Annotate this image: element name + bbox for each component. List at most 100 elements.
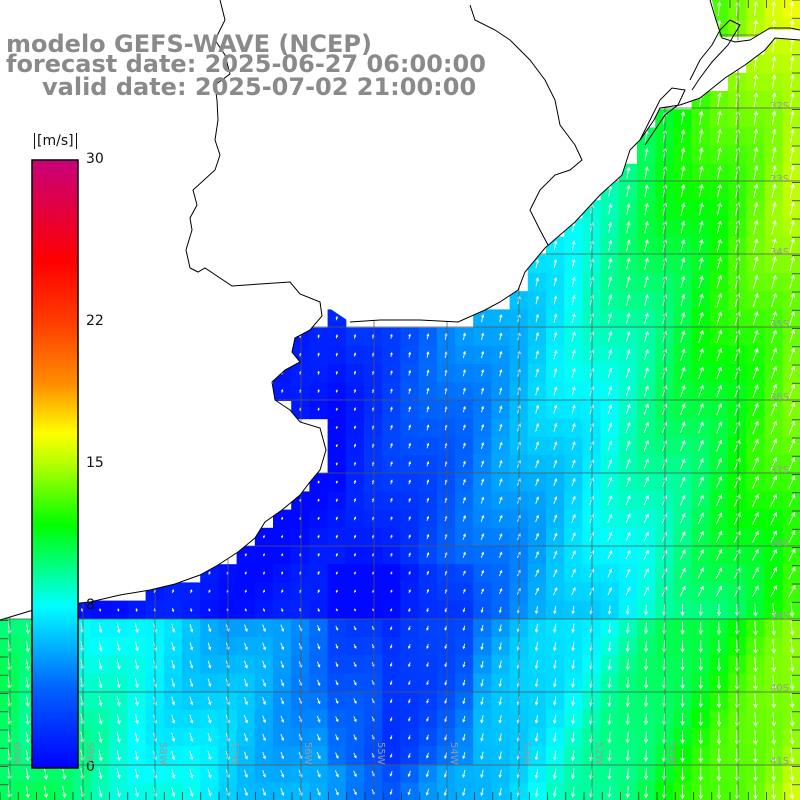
wind-arrow (480, 607, 484, 614)
wind-arrow (752, 457, 759, 471)
latitude-label: 36S (770, 392, 790, 404)
wind-arrow (316, 715, 321, 723)
wind-arrow (116, 732, 121, 743)
wind-arrow (243, 660, 248, 669)
wind-arrow (498, 569, 503, 577)
wind-arrow (771, 237, 777, 253)
land-argentina (0, 45, 326, 620)
wind-arrow (408, 351, 412, 358)
wind-arrow (80, 608, 84, 612)
wind-arrow (462, 551, 466, 558)
wind-arrow (498, 769, 502, 779)
wind-arrow (680, 220, 686, 234)
wind-arrow (462, 515, 466, 522)
wind-arrow (607, 312, 613, 324)
wind-arrow (734, 457, 741, 471)
wind-arrow (134, 677, 139, 688)
wind-arrow (426, 479, 430, 485)
wind-arrow (626, 221, 631, 234)
wind-arrow (771, 657, 777, 673)
wind-arrow (753, 639, 758, 654)
wind-arrow (697, 512, 704, 525)
wind-arrow (553, 496, 558, 505)
wind-arrow (262, 553, 265, 557)
wind-arrow (280, 516, 284, 520)
wind-arrow (770, 438, 778, 453)
wind-arrow (353, 516, 357, 521)
wind-arrow (716, 784, 722, 800)
wind-arrow (679, 439, 686, 452)
wind-arrow (715, 567, 723, 579)
colorbar-gradient (31, 159, 79, 769)
wind-arrow (753, 128, 759, 144)
wind-arrow (499, 314, 503, 323)
wind-arrow (770, 584, 778, 598)
wind-arrow (717, 165, 722, 180)
wind-arrow (262, 534, 265, 539)
colorbar-tick-label: 22 (86, 313, 104, 330)
wind-arrow (734, 311, 741, 326)
wind-arrow (788, 456, 796, 471)
wind-arrow (499, 387, 503, 395)
wind-arrow (408, 424, 412, 431)
wind-arrow (189, 696, 194, 706)
wind-arrow (789, 55, 795, 71)
wind-arrow (715, 548, 723, 561)
wind-arrow (607, 605, 612, 615)
wind-arrow (553, 277, 558, 287)
wind-arrow (462, 442, 466, 449)
wind-arrow (408, 608, 411, 613)
wind-arrow (534, 751, 539, 761)
wind-arrow (535, 313, 540, 323)
wind-arrow (280, 751, 285, 760)
longitude-label: 57W (229, 742, 241, 765)
wind-arrow (752, 475, 759, 489)
wind-arrow (571, 349, 576, 360)
wind-arrow (134, 768, 139, 779)
wind-arrow (408, 698, 411, 704)
wind-arrow (98, 695, 103, 707)
latitude-label: 41S (770, 756, 790, 768)
wind-arrow (171, 768, 176, 779)
wind-arrow (662, 640, 667, 653)
wind-arrow (661, 494, 668, 506)
wind-arrow (571, 605, 575, 615)
wind-arrow (661, 767, 667, 781)
latitude-label: 33S (770, 173, 790, 185)
wind-arrow (317, 334, 320, 339)
wind-arrow (789, 602, 795, 618)
wind-arrow (462, 715, 466, 723)
wind-arrow (571, 532, 576, 541)
latitude-label: 35S (770, 319, 790, 331)
wind-arrow (753, 110, 759, 126)
wind-arrow (697, 530, 704, 543)
wind-arrow (335, 443, 338, 448)
wind-arrow (225, 678, 230, 688)
wind-arrow (752, 548, 759, 561)
wind-arrow (280, 553, 284, 557)
wind-arrow (189, 660, 194, 669)
forecast-date: forecast date: 2025-06-27 06:00:00 (6, 50, 486, 78)
wind-arrow (589, 330, 595, 342)
wind-arrow (353, 461, 357, 466)
wind-arrow (534, 623, 539, 633)
wind-arrow (426, 607, 429, 613)
wind-arrow (316, 751, 321, 760)
longitude-label: 55W (375, 742, 386, 765)
wind-arrow (752, 530, 759, 543)
wind-arrow (788, 493, 796, 507)
wind-arrow (134, 623, 139, 634)
wind-arrow (462, 588, 466, 594)
wind-arrow (553, 568, 558, 578)
wind-arrow (426, 351, 430, 358)
wind-arrow (680, 676, 685, 690)
wind-arrow (771, 693, 777, 709)
wind-arrow (207, 714, 212, 724)
wind-arrow (480, 478, 485, 486)
wind-arrow (643, 586, 649, 597)
wind-arrow (317, 352, 320, 357)
wind-arrow (553, 313, 558, 323)
wind-arrow (789, 146, 795, 162)
wind-arrow (262, 733, 266, 742)
wind-arrow (480, 660, 484, 669)
